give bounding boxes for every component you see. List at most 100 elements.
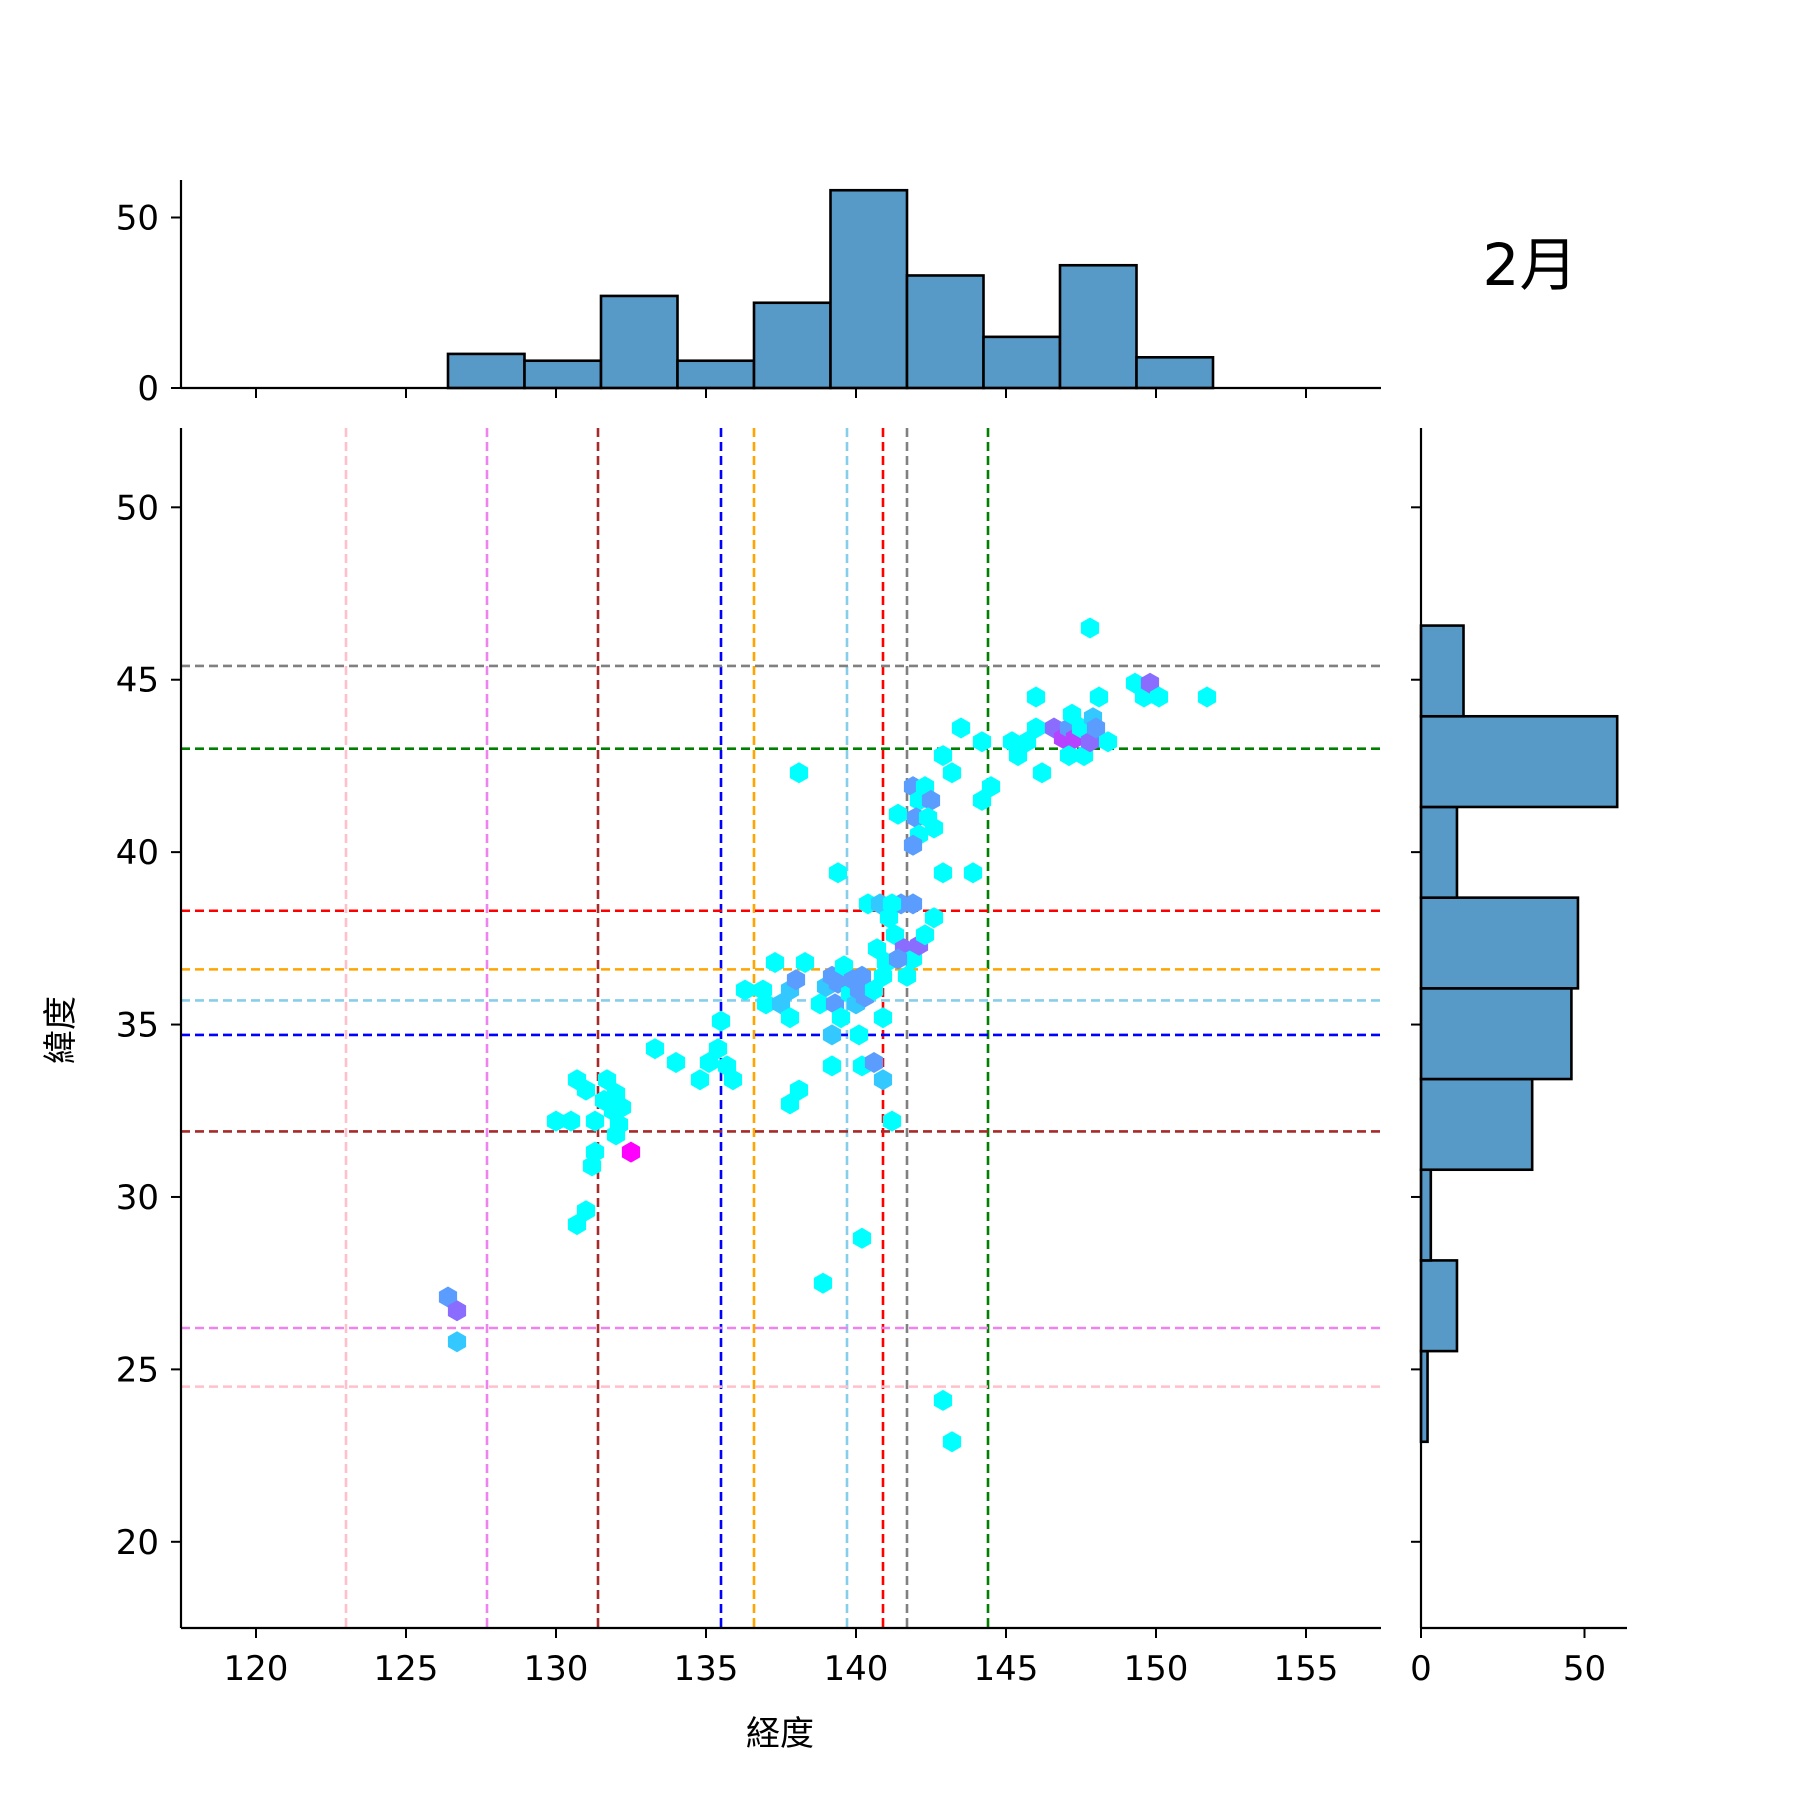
y-tick-label: 45 bbox=[116, 661, 159, 701]
hexbin-cell bbox=[567, 1214, 587, 1236]
hexbin-cell bbox=[780, 1093, 800, 1115]
hexbin-cell bbox=[924, 907, 944, 929]
hexbin-cell bbox=[1140, 672, 1160, 694]
right-hist-bar bbox=[1419, 805, 1459, 899]
hexbin-cell bbox=[888, 948, 908, 970]
hexbin-cell bbox=[1125, 672, 1145, 694]
hexbin-cells bbox=[438, 617, 1217, 1453]
x-tick-label: 130 bbox=[524, 1649, 589, 1689]
y-tick-label: 20 bbox=[116, 1523, 159, 1563]
top-hist-bar bbox=[905, 274, 985, 390]
month-label: 2月 bbox=[1483, 231, 1578, 299]
y-tick-label: 25 bbox=[116, 1350, 159, 1390]
hexbin-cell bbox=[1062, 703, 1082, 725]
hexbin-cell bbox=[924, 817, 944, 839]
hexbin-cell bbox=[810, 993, 830, 1015]
hexbin-cell bbox=[882, 893, 902, 915]
ref-lines-horizontal bbox=[181, 664, 1381, 1388]
hexbin-cell bbox=[789, 1079, 809, 1101]
hexbin-cell bbox=[867, 938, 887, 960]
hexbin-cell bbox=[576, 1200, 596, 1222]
top-hist-bar bbox=[1058, 263, 1138, 390]
tick-labels: 120 125 130 135 140 145 150 155 20 25 30 35 40 45 50 0 5… bbox=[116, 199, 1606, 1689]
y-axis-label: 緯度 bbox=[41, 996, 81, 1064]
top-hist-bar bbox=[1135, 356, 1215, 390]
hexbin-cell bbox=[888, 803, 908, 825]
y-tick-label: 35 bbox=[116, 1006, 159, 1046]
hexbin-cell bbox=[1026, 686, 1046, 708]
top-hist-bar bbox=[599, 294, 679, 390]
hexbin-cell bbox=[903, 893, 923, 915]
hexbin-cell bbox=[1008, 745, 1028, 767]
hexbin-cell bbox=[780, 1007, 800, 1029]
hexbin-cell bbox=[972, 731, 992, 753]
hexbin-cell bbox=[1197, 686, 1217, 708]
hexbin-cell bbox=[1080, 617, 1100, 639]
hexbin-cell bbox=[789, 762, 809, 784]
hexbin-cell bbox=[585, 1110, 605, 1132]
hexbin-cell bbox=[447, 1300, 467, 1322]
hexbin-cell bbox=[582, 1155, 602, 1177]
hexbin-cell bbox=[852, 1227, 872, 1249]
right-hist-bar bbox=[1419, 1259, 1459, 1353]
hexbin-cell bbox=[873, 965, 893, 987]
x-tick-label: 155 bbox=[1274, 1649, 1339, 1689]
right-hist-bar bbox=[1419, 1168, 1433, 1262]
top-hist-bar bbox=[523, 359, 603, 390]
x-tick-label: 140 bbox=[824, 1649, 889, 1689]
y-tick-label: 50 bbox=[116, 488, 159, 528]
right-histogram bbox=[1419, 624, 1619, 1444]
hexbin-cell bbox=[786, 969, 806, 991]
axes bbox=[171, 180, 1627, 1638]
top-hist-bar bbox=[446, 352, 526, 390]
hexbin-cell bbox=[822, 1055, 842, 1077]
hexbin-cell bbox=[942, 1431, 962, 1453]
hexbin-cell bbox=[834, 955, 854, 977]
x-tick-label: 120 bbox=[224, 1649, 289, 1689]
hexbin-cell bbox=[933, 745, 953, 767]
y-tick-label: 40 bbox=[116, 833, 159, 873]
x-tick-label: 135 bbox=[674, 1649, 739, 1689]
top-hist-bar bbox=[752, 301, 832, 390]
right-hist-bar bbox=[1419, 714, 1619, 809]
right-hist-bar bbox=[1419, 987, 1573, 1081]
hexbin-cell bbox=[447, 1331, 467, 1353]
right-hist-bar bbox=[1419, 624, 1465, 718]
hexbin-cell bbox=[576, 1079, 596, 1101]
hexbin-cell bbox=[723, 1069, 743, 1091]
hexbin-cell bbox=[822, 1024, 842, 1046]
x-tick-label: 125 bbox=[374, 1649, 439, 1689]
hexbin-cell bbox=[864, 979, 884, 1001]
hexbin-cell bbox=[828, 862, 848, 884]
hexbin-cell bbox=[1059, 745, 1079, 767]
hexbin-cell bbox=[645, 1038, 665, 1060]
right-x-tick-label: 50 bbox=[1563, 1649, 1606, 1689]
hexbin-cell bbox=[765, 952, 785, 973]
hexbin-cell bbox=[915, 924, 935, 946]
hexbin-cell bbox=[852, 965, 872, 987]
hexbin-cell bbox=[882, 1110, 902, 1132]
y-tick-label: 30 bbox=[116, 1178, 159, 1218]
hexbin-cell bbox=[1149, 686, 1169, 708]
hexbin-cell bbox=[981, 776, 1001, 798]
hexbin-cell bbox=[708, 1038, 728, 1060]
hexbin-cell bbox=[864, 1052, 884, 1073]
hexbin-cell bbox=[885, 924, 905, 946]
x-axis-label: 経度 bbox=[746, 1714, 814, 1754]
right-hist-bar bbox=[1419, 1077, 1534, 1172]
hexbin-cell bbox=[561, 1110, 581, 1132]
hexbin-cell bbox=[951, 717, 971, 739]
x-tick-label: 150 bbox=[1124, 1649, 1189, 1689]
x-tick-label: 145 bbox=[974, 1649, 1039, 1689]
hexbin-cell bbox=[873, 1007, 893, 1029]
top-hist-bar bbox=[676, 359, 756, 390]
hexbin-cell bbox=[942, 762, 962, 784]
hexbin-cell bbox=[1089, 686, 1109, 708]
hexbin-cell bbox=[873, 1069, 893, 1091]
hexbin-cell bbox=[612, 1096, 632, 1118]
hexbin-cell bbox=[1098, 731, 1118, 753]
right-x-tick-label: 0 bbox=[1410, 1649, 1432, 1689]
hexbin-cell bbox=[597, 1069, 617, 1091]
hexbin-cell bbox=[666, 1052, 686, 1073]
